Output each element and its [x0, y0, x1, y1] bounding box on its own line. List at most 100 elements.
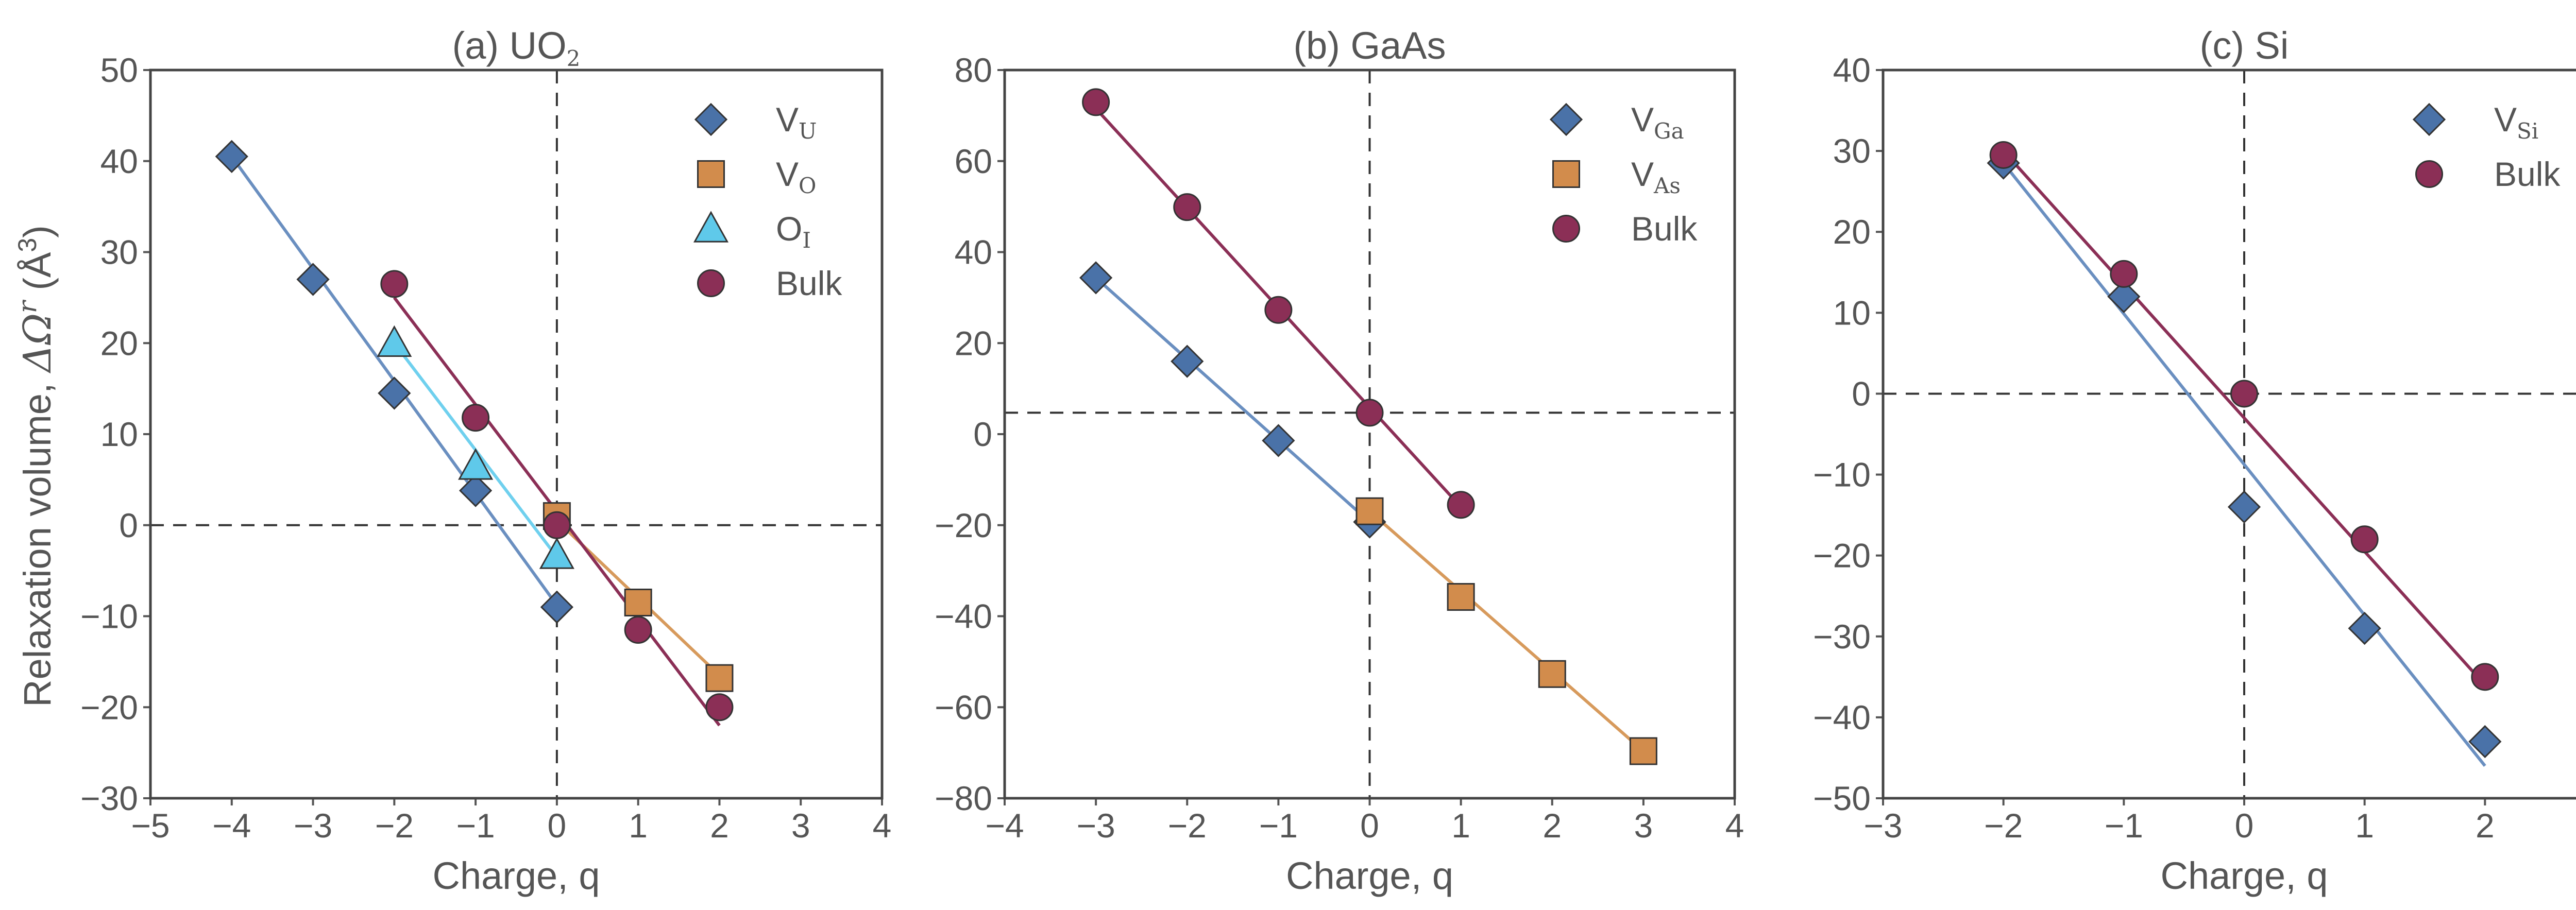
data-point-bulk — [2350, 525, 2379, 554]
y-tick-label: 30 — [1833, 132, 1871, 170]
data-point-bulk — [1173, 193, 1201, 221]
y-tick-label: 0 — [1852, 374, 1871, 413]
x-tick-label: −1 — [2105, 806, 2143, 845]
plot-frame — [1003, 68, 1736, 800]
x-tick-label: 2 — [710, 806, 729, 845]
data-point-bulk — [2230, 380, 2258, 408]
y-tick-label: −50 — [1813, 779, 1871, 817]
data-point-o-i — [539, 537, 574, 569]
data-point-bulk — [1447, 491, 1475, 519]
x-axis-label: Charge, q — [433, 854, 600, 897]
x-tick-label: 1 — [1451, 806, 1470, 845]
y-tick-label: 10 — [100, 415, 138, 453]
data-point-v-as — [1629, 737, 1657, 765]
panel-title: (b) GaAs — [1293, 24, 1446, 67]
data-point-o-i — [458, 448, 494, 480]
legend-marker-bulk — [1552, 215, 1580, 243]
x-tick-label: 0 — [2235, 806, 2254, 845]
data-point-bulk — [1082, 88, 1110, 116]
y-tick-label: −30 — [80, 779, 138, 817]
fit-line-v-as — [1368, 510, 1645, 752]
legend-marker-v-o — [697, 160, 725, 188]
x-tick-label: 4 — [873, 806, 892, 845]
data-point-v-si — [2468, 725, 2502, 759]
y-tick-label: −40 — [935, 597, 992, 636]
data-point-v-ga — [1262, 424, 1295, 457]
panel-title: (c) Si — [2200, 24, 2289, 67]
y-tick-label: −80 — [935, 779, 992, 817]
x-tick-label: 3 — [1634, 806, 1653, 845]
x-axis-label: Charge, q — [2161, 854, 2328, 897]
x-tick-label: −3 — [294, 806, 332, 845]
data-point-v-si — [2107, 280, 2141, 314]
data-point-bulk — [1989, 141, 2018, 169]
x-tick-label: −5 — [131, 806, 170, 845]
legend-label-v-ga: VGa — [1631, 100, 1684, 144]
data-point-bulk — [1264, 296, 1293, 324]
y-tick-label: −20 — [935, 506, 992, 544]
legend-marker-bulk — [2415, 160, 2443, 188]
x-tick-label: 4 — [1725, 806, 1744, 845]
data-point-v-as — [1447, 583, 1475, 611]
y-tick-label: 0 — [973, 415, 992, 453]
data-point-bulk — [2110, 260, 2138, 288]
y-tick-label: 80 — [955, 51, 992, 89]
y-tick-label: 20 — [100, 324, 138, 362]
data-point-v-si — [2227, 490, 2261, 524]
data-point-o-i — [377, 325, 412, 357]
data-point-v-as — [1355, 497, 1384, 525]
x-tick-label: −4 — [985, 806, 1024, 845]
legend-label-bulk: Bulk — [1631, 210, 1698, 248]
y-tick-label: 50 — [100, 51, 138, 89]
data-point-bulk — [624, 616, 652, 644]
y-tick-label: 60 — [955, 142, 992, 180]
y-tick-label: −10 — [1813, 456, 1871, 494]
data-point-v-ga — [1171, 345, 1204, 378]
x-tick-label: 1 — [2355, 806, 2374, 845]
x-tick-label: 2 — [1543, 806, 1562, 845]
y-tick-label: 40 — [955, 233, 992, 271]
legend-label-v-si: VSi — [2494, 100, 2538, 144]
legend-marker-v-ga — [1549, 102, 1583, 136]
y-tick-label: 0 — [119, 506, 138, 544]
data-point-v-si — [2348, 611, 2381, 645]
y-axis-label: Relaxation volume, ΔΩr (Å3) — [12, 225, 60, 707]
y-tick-label: 30 — [100, 233, 138, 271]
data-point-v-o — [624, 588, 652, 616]
data-point-bulk — [1355, 399, 1384, 427]
legend-marker-v-u — [694, 102, 728, 136]
data-point-v-as — [1538, 660, 1566, 688]
legend-marker-v-si — [2412, 102, 2446, 136]
legend-label-bulk: Bulk — [776, 264, 842, 302]
x-tick-label: 0 — [1360, 806, 1379, 845]
x-tick-label: −3 — [1077, 806, 1115, 845]
data-point-v-u — [215, 140, 248, 174]
x-tick-label: −2 — [1168, 806, 1207, 845]
x-tick-label: −4 — [212, 806, 251, 845]
y-tick-label: 20 — [955, 324, 992, 362]
y-tick-label: 20 — [1833, 213, 1871, 251]
x-tick-label: −1 — [456, 806, 495, 845]
x-axis-label: Charge, q — [1286, 854, 1453, 897]
y-tick-label: 40 — [100, 142, 138, 180]
plot-frame — [149, 68, 884, 800]
x-tick-label: 0 — [548, 806, 567, 845]
data-point-bulk — [543, 511, 571, 539]
x-tick-label: −2 — [375, 806, 414, 845]
x-tick-label: 1 — [629, 806, 648, 845]
legend-marker-bulk — [697, 269, 725, 297]
data-point-v-ga — [1079, 261, 1113, 295]
x-tick-label: 3 — [791, 806, 810, 845]
panel-gaas: −4 −3 −2 −1 0 1 2 3 4 −80 −60 −40 −20 0 20 40 60 80 (b) Ga… — [935, 24, 1744, 897]
y-tick-label: −30 — [1813, 617, 1871, 656]
y-tick-label: −40 — [1813, 698, 1871, 736]
data-point-v-u — [296, 263, 330, 296]
legend-label-v-o: VO — [776, 155, 816, 198]
legend-label-v-u: VU — [776, 100, 817, 144]
data-point-v-u — [459, 474, 493, 507]
fit-line-v-si — [2002, 162, 2486, 767]
y-tick-label: −60 — [935, 688, 992, 726]
